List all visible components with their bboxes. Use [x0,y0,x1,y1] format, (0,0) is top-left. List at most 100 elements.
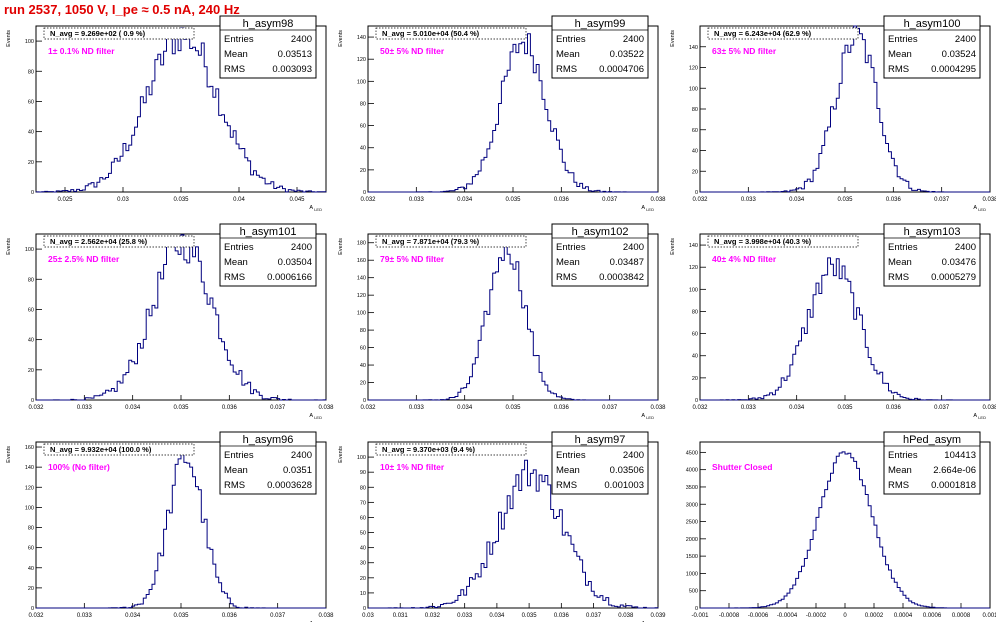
stat-value: 0.003093 [272,64,312,75]
stat-value: 0.0006166 [267,272,312,283]
histogram-panel-h_asym100: 0.032 0.033 0.034 0.035 0.036 0.037 0.038 0 20 40… [670,15,996,212]
stat-value: 0.0003842 [599,272,644,283]
filter-label: 50± 5% ND filter [380,46,445,56]
x-tick-label: 0.032 [360,405,376,411]
y-tick-label: 50 [360,531,366,537]
x-tick-label: 0.032 [28,613,44,619]
x-tick-label: 0.035 [837,405,853,411]
stat-key: Entries [888,450,918,461]
x-tick-label: 0.031 [393,613,409,619]
x-tick-label: 0.037 [602,197,618,203]
y-tick-label: 0 [31,398,34,404]
x-tick-label: 0.045 [289,197,305,203]
x-tick-label: 0.037 [602,405,618,411]
histogram-panel-h_asym97: 0.03 0.031 0.032 0.033 0.034 0.035 0.036 0.037 0… [338,431,666,622]
x-tick-label: 0.038 [318,405,334,411]
x-tick-label: 0.035 [173,405,189,411]
stat-value: 0.0351 [283,465,312,476]
stats-box [219,431,317,495]
stat-key: RMS [888,64,909,75]
stat-key: RMS [556,272,577,283]
x-tick-label: 0.032 [28,405,44,411]
y-tick-label: 1000 [686,571,698,577]
stat-value: 0.0004295 [931,64,976,75]
y-tick-label: 90 [360,470,366,476]
stat-key: RMS [556,64,577,75]
n-avg-label: N_avg = 7.871e+04 (79.3 %) [382,237,480,246]
histogram-series [700,257,990,401]
stat-key: RMS [224,272,245,283]
x-tick-label: 0.037 [270,613,286,619]
x-tick-label: 0.04 [233,197,245,203]
x-tick-label: -0.001 [691,613,709,619]
stat-value: 0.03513 [278,49,312,60]
y-axis-label: Events [670,238,676,255]
x-axis-label: A LED [973,205,986,212]
x-tick-label: 0.036 [554,613,570,619]
y-tick-label: 40 [360,363,366,369]
histogram-series [368,459,659,609]
n-avg-label: N_avg = 5.010e+04 (50.4 %) [382,29,480,38]
x-tick-label: 0.001 [982,613,996,619]
histogram-series [700,25,990,193]
x-tick-label: 0.035 [522,613,538,619]
x-tick-label: 0.035 [173,613,189,619]
histogram-name: h_asym97 [575,434,626,446]
n-avg-label: N_avg = 9.932e+04 (100.0 %) [50,445,152,454]
y-tick-label: 2500 [686,520,698,526]
y-tick-label: 160 [25,445,34,451]
x-tick-label: 0.033 [741,405,757,411]
stats-box [551,223,649,287]
y-axis-label: Events [6,30,12,47]
x-tick-label: 0.034 [125,405,141,411]
x-tick-label: -0.0006 [748,613,769,619]
stat-key: Entries [224,34,254,45]
n-avg-box [375,27,527,40]
stats-box [883,223,981,287]
n-avg-box [375,235,527,248]
x-tick-label: 0.038 [318,613,334,619]
histogram-name: h_asym103 [904,226,961,238]
x-tick-label: 0.036 [222,405,238,411]
stat-key: Mean [556,465,580,476]
y-tick-label: 20 [28,160,34,166]
plot-frame [367,441,659,609]
stat-key: Mean [224,49,248,60]
x-tick-label: 0.032 [425,613,441,619]
histogram-panel-h_asym103: 0.032 0.033 0.034 0.035 0.036 0.037 0.038 0 20 40… [670,223,996,420]
x-axis-label: A LED [641,205,654,212]
y-tick-label: 120 [689,265,698,271]
histogram-series [36,234,327,401]
x-tick-label: 0.034 [125,613,141,619]
stat-value: 2.664e-06 [933,465,976,476]
y-tick-label: 20 [360,576,366,582]
stat-value: 0.0001818 [931,480,976,491]
stat-value: 0.03522 [610,49,644,60]
stat-value: 0.0004706 [599,64,644,75]
stat-value: 2400 [291,450,312,461]
x-tick-label: -0.0002 [806,613,827,619]
x-tick-label: 0.033 [77,613,93,619]
stat-value: 0.001003 [604,480,644,491]
y-tick-label: 70 [360,500,366,506]
stat-value: 2400 [623,34,644,45]
stats-box [219,223,317,287]
y-tick-label: 40 [28,130,34,136]
y-tick-label: 140 [25,465,34,471]
stats-box [883,431,981,495]
y-tick-label: 60 [28,307,34,313]
x-tick-label: 0.032 [360,197,376,203]
x-tick-label: 0.036 [554,197,570,203]
y-tick-label: 180 [357,241,366,247]
n-avg-label: N_avg = 6.243e+04 (62.9 %) [714,29,812,38]
y-tick-label: 40 [360,546,366,552]
histogram-name: h_asym99 [575,18,626,30]
histogram-name: h_asym96 [243,434,294,446]
y-tick-label: 80 [360,328,366,334]
y-tick-label: 60 [692,332,698,338]
histogram-series [36,451,326,609]
stat-key: Mean [224,465,248,476]
y-tick-label: 40 [692,149,698,155]
y-tick-label: 3500 [686,485,698,491]
x-tick-label: 0.032 [692,197,708,203]
